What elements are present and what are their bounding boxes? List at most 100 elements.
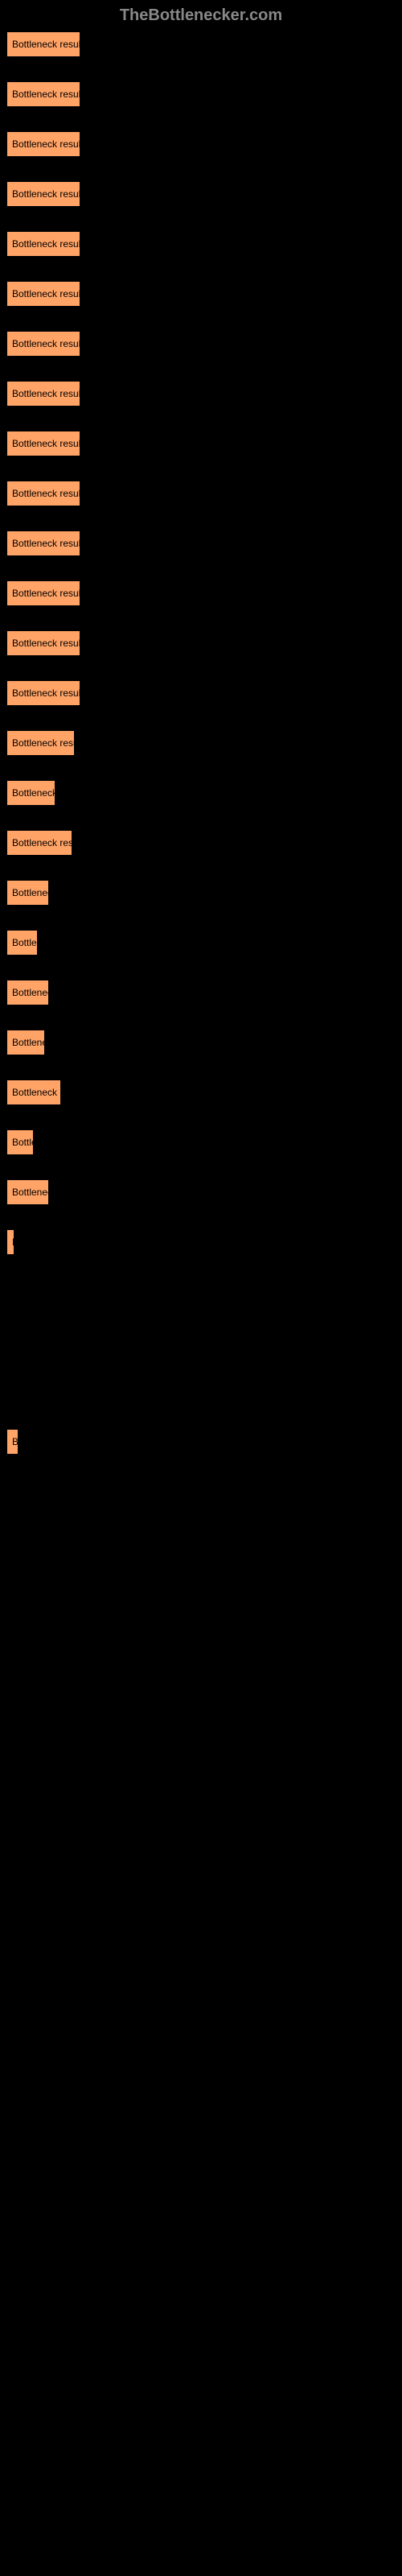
bar-label: Bottlenec: [12, 1187, 49, 1198]
bar-label: Bottleneck result: [12, 338, 80, 349]
bar-row: Bottlenec: [6, 1179, 396, 1205]
bar: Bottleneck result: [6, 331, 80, 357]
bar: Bottleneck result: [6, 630, 80, 656]
bar-row: [6, 1279, 396, 1305]
bar-row: Bottleneck: [6, 780, 396, 806]
bar: Bottlenec: [6, 980, 49, 1005]
bar: B: [6, 1229, 14, 1255]
bar-row: [6, 2477, 396, 2503]
bar-row: Bottleneck result: [6, 481, 396, 506]
bar-label: Bottle: [12, 937, 37, 948]
bar-label: Bottleneck result: [12, 488, 80, 499]
bar-label: Bottleneck resu: [12, 737, 75, 749]
bar-row: [6, 1828, 396, 1854]
bar: Bottleneck result: [6, 481, 80, 506]
bar-row: B: [6, 1229, 396, 1255]
site-name: TheBottlenecker.com: [120, 6, 282, 24]
bar-row: Bottle: [6, 1129, 396, 1155]
bar-row: Bottleneck result: [6, 281, 396, 307]
bar-label: Bottleneck: [12, 787, 55, 799]
bar-row: [6, 2427, 396, 2453]
bar-row: Bottleneck result: [6, 181, 396, 207]
bar-label: Bottleneck result: [12, 89, 80, 100]
bar-label: Bottleneck result: [12, 188, 80, 200]
bar: Bottleneck result: [6, 431, 80, 456]
bar-row: [6, 1579, 396, 1604]
bar: Bottleneck result: [6, 580, 80, 606]
bar: Bottleneck result: [6, 81, 80, 107]
bar-row: [6, 1878, 396, 1904]
bar: Bottle: [6, 1129, 34, 1155]
bar: Bottleneck r: [6, 1080, 61, 1105]
bar-row: [6, 1928, 396, 1954]
bar-row: [6, 2178, 396, 2203]
bar-row: [6, 1678, 396, 1704]
bar-row: Bottle: [6, 930, 396, 956]
bar-row: [6, 2377, 396, 2403]
bar-row: [6, 2128, 396, 2153]
bar: Bottle: [6, 930, 38, 956]
bar-label: Bottleneck result: [12, 638, 80, 649]
bar-row: Bottleneck result: [6, 231, 396, 257]
bar-row: [6, 2327, 396, 2353]
bar: Bottleneck result: [6, 31, 80, 57]
bar-row: Bottleneck r: [6, 1080, 396, 1105]
bar-row: Bottleneck result: [6, 530, 396, 556]
bar-row: Bottleneck result: [6, 331, 396, 357]
header: TheBottlenecker.com: [0, 0, 402, 31]
bar-label: Bottlenec: [12, 987, 49, 998]
bar: Bottlenec: [6, 880, 49, 906]
bar: Bottleneck result: [6, 231, 80, 257]
bar-label: Bottleneck result: [12, 687, 80, 699]
bar-row: Bottleneck res: [6, 830, 396, 856]
bar-row: Bottleneck result: [6, 630, 396, 656]
bar-row: [6, 1479, 396, 1505]
bar-row: [6, 2277, 396, 2303]
bar-row: [6, 2028, 396, 2054]
bar-row: Bottleneck result: [6, 81, 396, 107]
bar-label: Bottleneck result: [12, 438, 80, 449]
bar-row: Bottleneck result: [6, 431, 396, 456]
bar-row: Bo: [6, 1429, 396, 1455]
bar-row: Bottlenec: [6, 980, 396, 1005]
bar-row: [6, 1379, 396, 1405]
bar: Bottleneck result: [6, 131, 80, 157]
bar: Bottleneck res: [6, 830, 72, 856]
bar-label: Bottleneck result: [12, 39, 80, 50]
bar: Bottlene: [6, 1030, 45, 1055]
bar-label: Bottleneck res: [12, 837, 72, 848]
bar-label: Bottleneck result: [12, 138, 80, 150]
bar-row: [6, 1329, 396, 1355]
bar-row: [6, 1978, 396, 2004]
bar-row: Bottleneck resu: [6, 730, 396, 756]
bar-label: B: [12, 1236, 14, 1248]
bar: Bottleneck: [6, 780, 55, 806]
bar-row: Bottleneck result: [6, 580, 396, 606]
bar-row: Bottleneck result: [6, 31, 396, 57]
bar-label: Bottle: [12, 1137, 34, 1148]
bar: Bottleneck resu: [6, 730, 75, 756]
bar: Bo: [6, 1429, 18, 1455]
bar: Bottleneck result: [6, 381, 80, 407]
bar-row: [6, 1728, 396, 1754]
bar-row: [6, 2227, 396, 2253]
bar-label: Bottleneck result: [12, 588, 80, 599]
bar-label: Bottlene: [12, 1037, 45, 1048]
bar-row: [6, 1778, 396, 1804]
bar-row: Bottleneck result: [6, 131, 396, 157]
bar-row: [6, 1529, 396, 1554]
bar: Bottleneck result: [6, 281, 80, 307]
bar-row: Bottleneck result: [6, 381, 396, 407]
bar-row: Bottleneck result: [6, 680, 396, 706]
bar-label: Bottlenec: [12, 887, 49, 898]
bar-row: Bottlene: [6, 1030, 396, 1055]
bar-label: Bottleneck result: [12, 388, 80, 399]
chart-area: Bottleneck result Bottleneck result Bottle…: [0, 31, 402, 2503]
bar: Bottlenec: [6, 1179, 49, 1205]
bar-row: [6, 2078, 396, 2103]
bar: Bottleneck result: [6, 181, 80, 207]
bar-label: Bottleneck r: [12, 1087, 61, 1098]
bar-label: Bottleneck result: [12, 238, 80, 250]
bar: Bottleneck result: [6, 530, 80, 556]
bar-row: [6, 1629, 396, 1654]
